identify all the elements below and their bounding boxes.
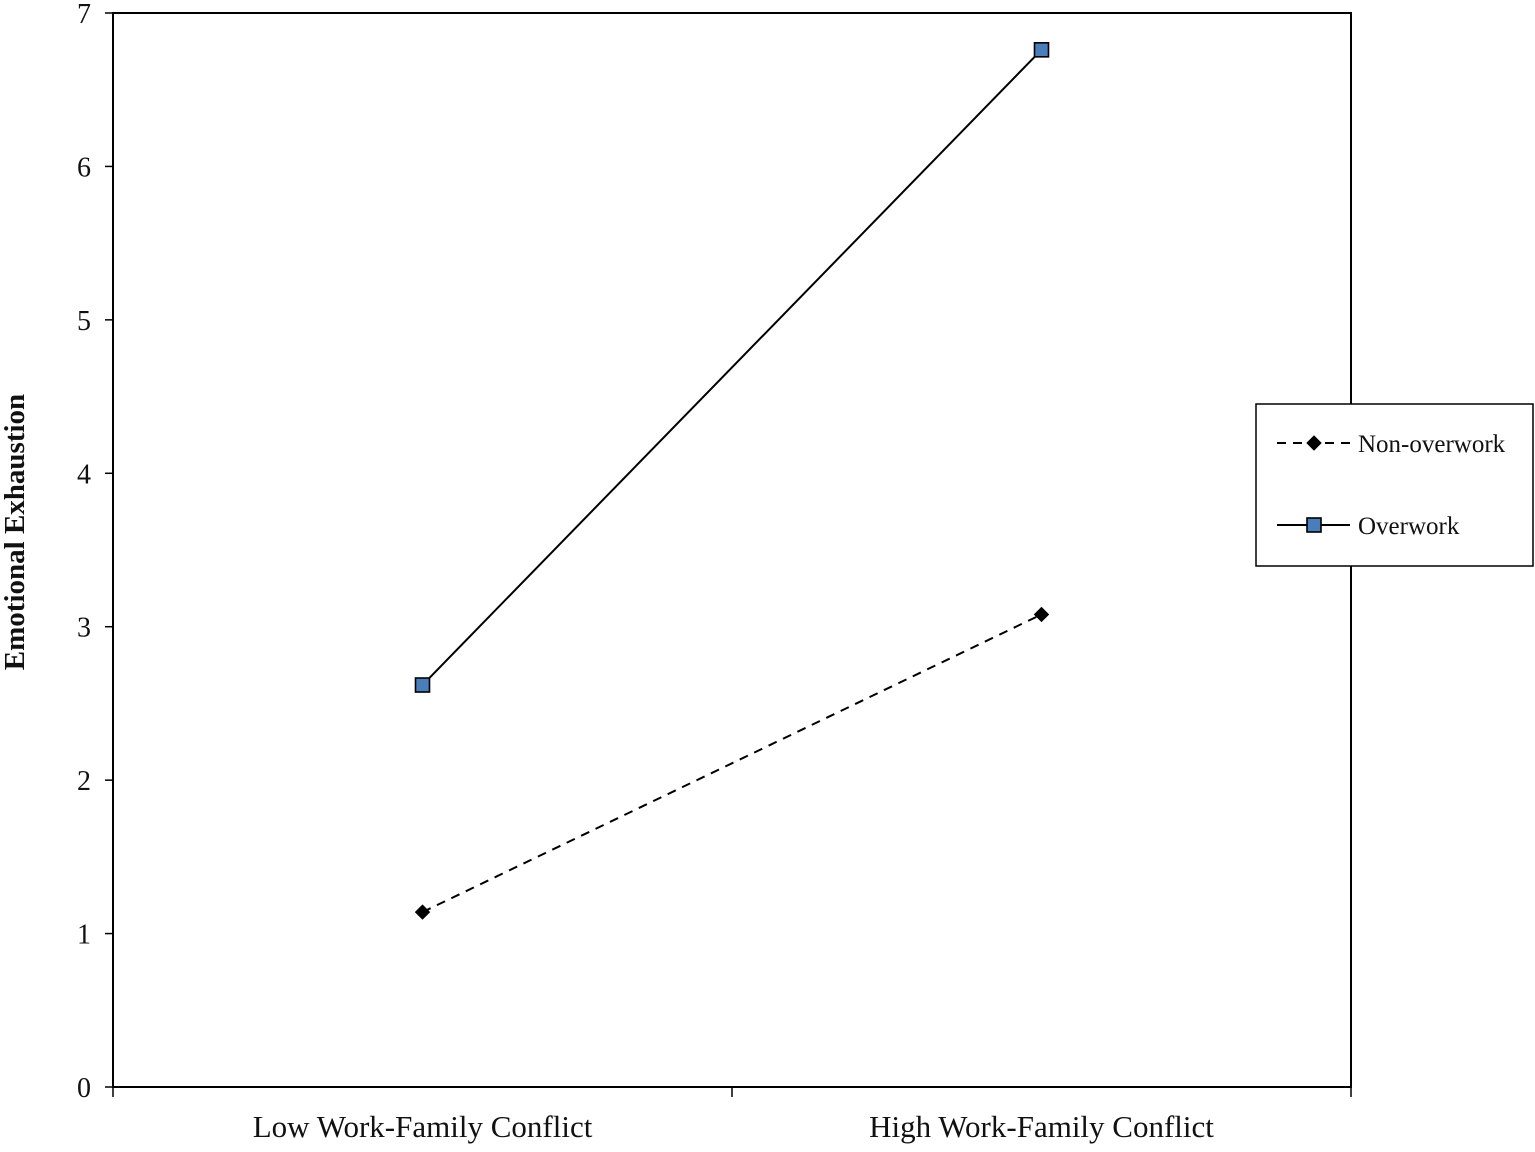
series-line-overwork bbox=[421, 49, 1043, 686]
plot-frame bbox=[112, 12, 1352, 1088]
y-tick-label: 4 bbox=[77, 459, 91, 490]
diamond-marker bbox=[414, 904, 431, 920]
square-marker bbox=[1033, 42, 1050, 58]
y-tick-label: 2 bbox=[77, 766, 91, 797]
legend: Non-overwork Overwork bbox=[1255, 403, 1534, 567]
legend-label: Overwork bbox=[1358, 513, 1460, 540]
x-category-label: High Work-Family Conflict bbox=[869, 1109, 1214, 1144]
legend-box bbox=[1255, 403, 1534, 567]
y-tick-label: 6 bbox=[77, 152, 91, 183]
y-tick-label: 0 bbox=[77, 1073, 91, 1104]
diamond-marker bbox=[1033, 606, 1050, 623]
y-axis-ticks: 0 1 2 3 4 5 6 7 bbox=[77, 0, 113, 1104]
x-category-label: Low Work-Family Conflict bbox=[253, 1109, 593, 1144]
series-layer bbox=[414, 42, 1050, 920]
square-marker bbox=[414, 677, 431, 693]
diamond-marker bbox=[1306, 435, 1322, 451]
y-axis-title: Emotional Exhaustion bbox=[0, 394, 31, 670]
y-tick-label: 1 bbox=[77, 920, 91, 951]
x-axis-ticks: Low Work-Family Conflict High Work-Family… bbox=[112, 1087, 1352, 1144]
legend-label: Non-overwork bbox=[1358, 431, 1506, 458]
series-line-non-overwork bbox=[422, 613, 1042, 913]
y-tick-label: 3 bbox=[77, 613, 91, 644]
square-marker bbox=[1306, 517, 1322, 533]
y-tick-label: 7 bbox=[77, 0, 91, 30]
y-tick-label: 5 bbox=[77, 306, 91, 337]
